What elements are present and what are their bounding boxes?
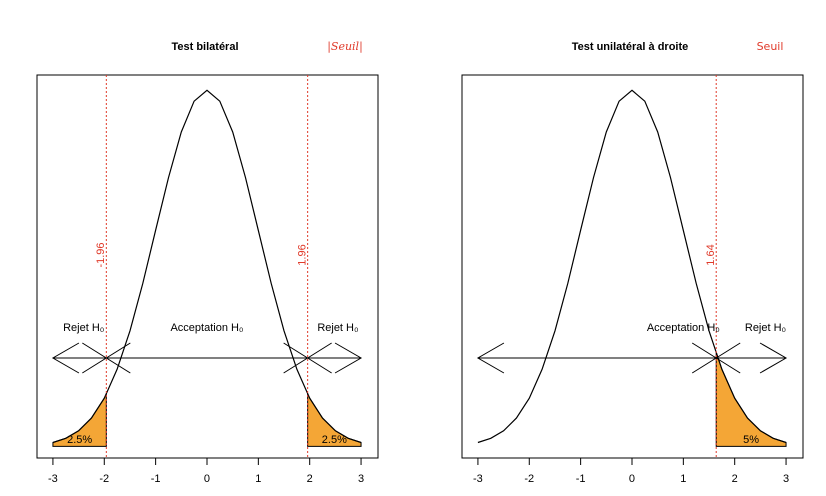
annotation: Seuil [757, 40, 784, 53]
zone-label: Acceptation H₀ [647, 322, 720, 334]
x-tick-label: -2 [524, 473, 534, 485]
x-tick-label: 3 [783, 473, 789, 485]
density-curve [52, 89, 362, 444]
area-label: 5% [743, 434, 759, 446]
area-label: 2.5% [67, 434, 92, 446]
annotation: |Seuil| [327, 40, 363, 54]
x-tick-label: 1 [680, 473, 686, 485]
zone-label: Acceptation H₀ [170, 322, 243, 334]
threshold-cross [691, 342, 741, 374]
threshold-cross [82, 342, 131, 374]
x-tick-label: 2 [732, 473, 738, 485]
chart-title: Test unilatéral à droite [572, 41, 689, 53]
arrow-head [759, 342, 788, 374]
x-tick-label: -1 [151, 473, 161, 485]
chart-title: Test bilatéral [171, 41, 238, 53]
arrow-head [476, 342, 505, 374]
density-curve [477, 89, 787, 444]
x-tick-label: 3 [358, 473, 364, 485]
threshold-label: 1.96 [297, 244, 309, 265]
x-tick-label: 0 [629, 473, 635, 485]
plot-frame [461, 74, 804, 459]
arrow-head [51, 342, 80, 374]
threshold-cross [283, 342, 332, 374]
x-tick-label: -3 [48, 473, 58, 485]
threshold-label: -1.96 [95, 242, 107, 267]
zone-label: Rejet H₀ [317, 322, 358, 334]
x-tick-label: 1 [255, 473, 261, 485]
x-tick-label: -2 [99, 473, 109, 485]
x-tick-label: -1 [576, 473, 586, 485]
arrow-head [334, 342, 363, 374]
x-tick-label: 2 [307, 473, 313, 485]
zone-label: Rejet H₀ [745, 322, 786, 334]
x-tick-label: -3 [473, 473, 483, 485]
zone-label: Rejet H₀ [63, 322, 104, 334]
plot-frame [36, 74, 379, 459]
x-tick-label: 0 [204, 473, 210, 485]
threshold-label: 1.64 [705, 244, 717, 265]
rejection-area [715, 352, 787, 447]
area-label: 2.5% [322, 434, 347, 446]
